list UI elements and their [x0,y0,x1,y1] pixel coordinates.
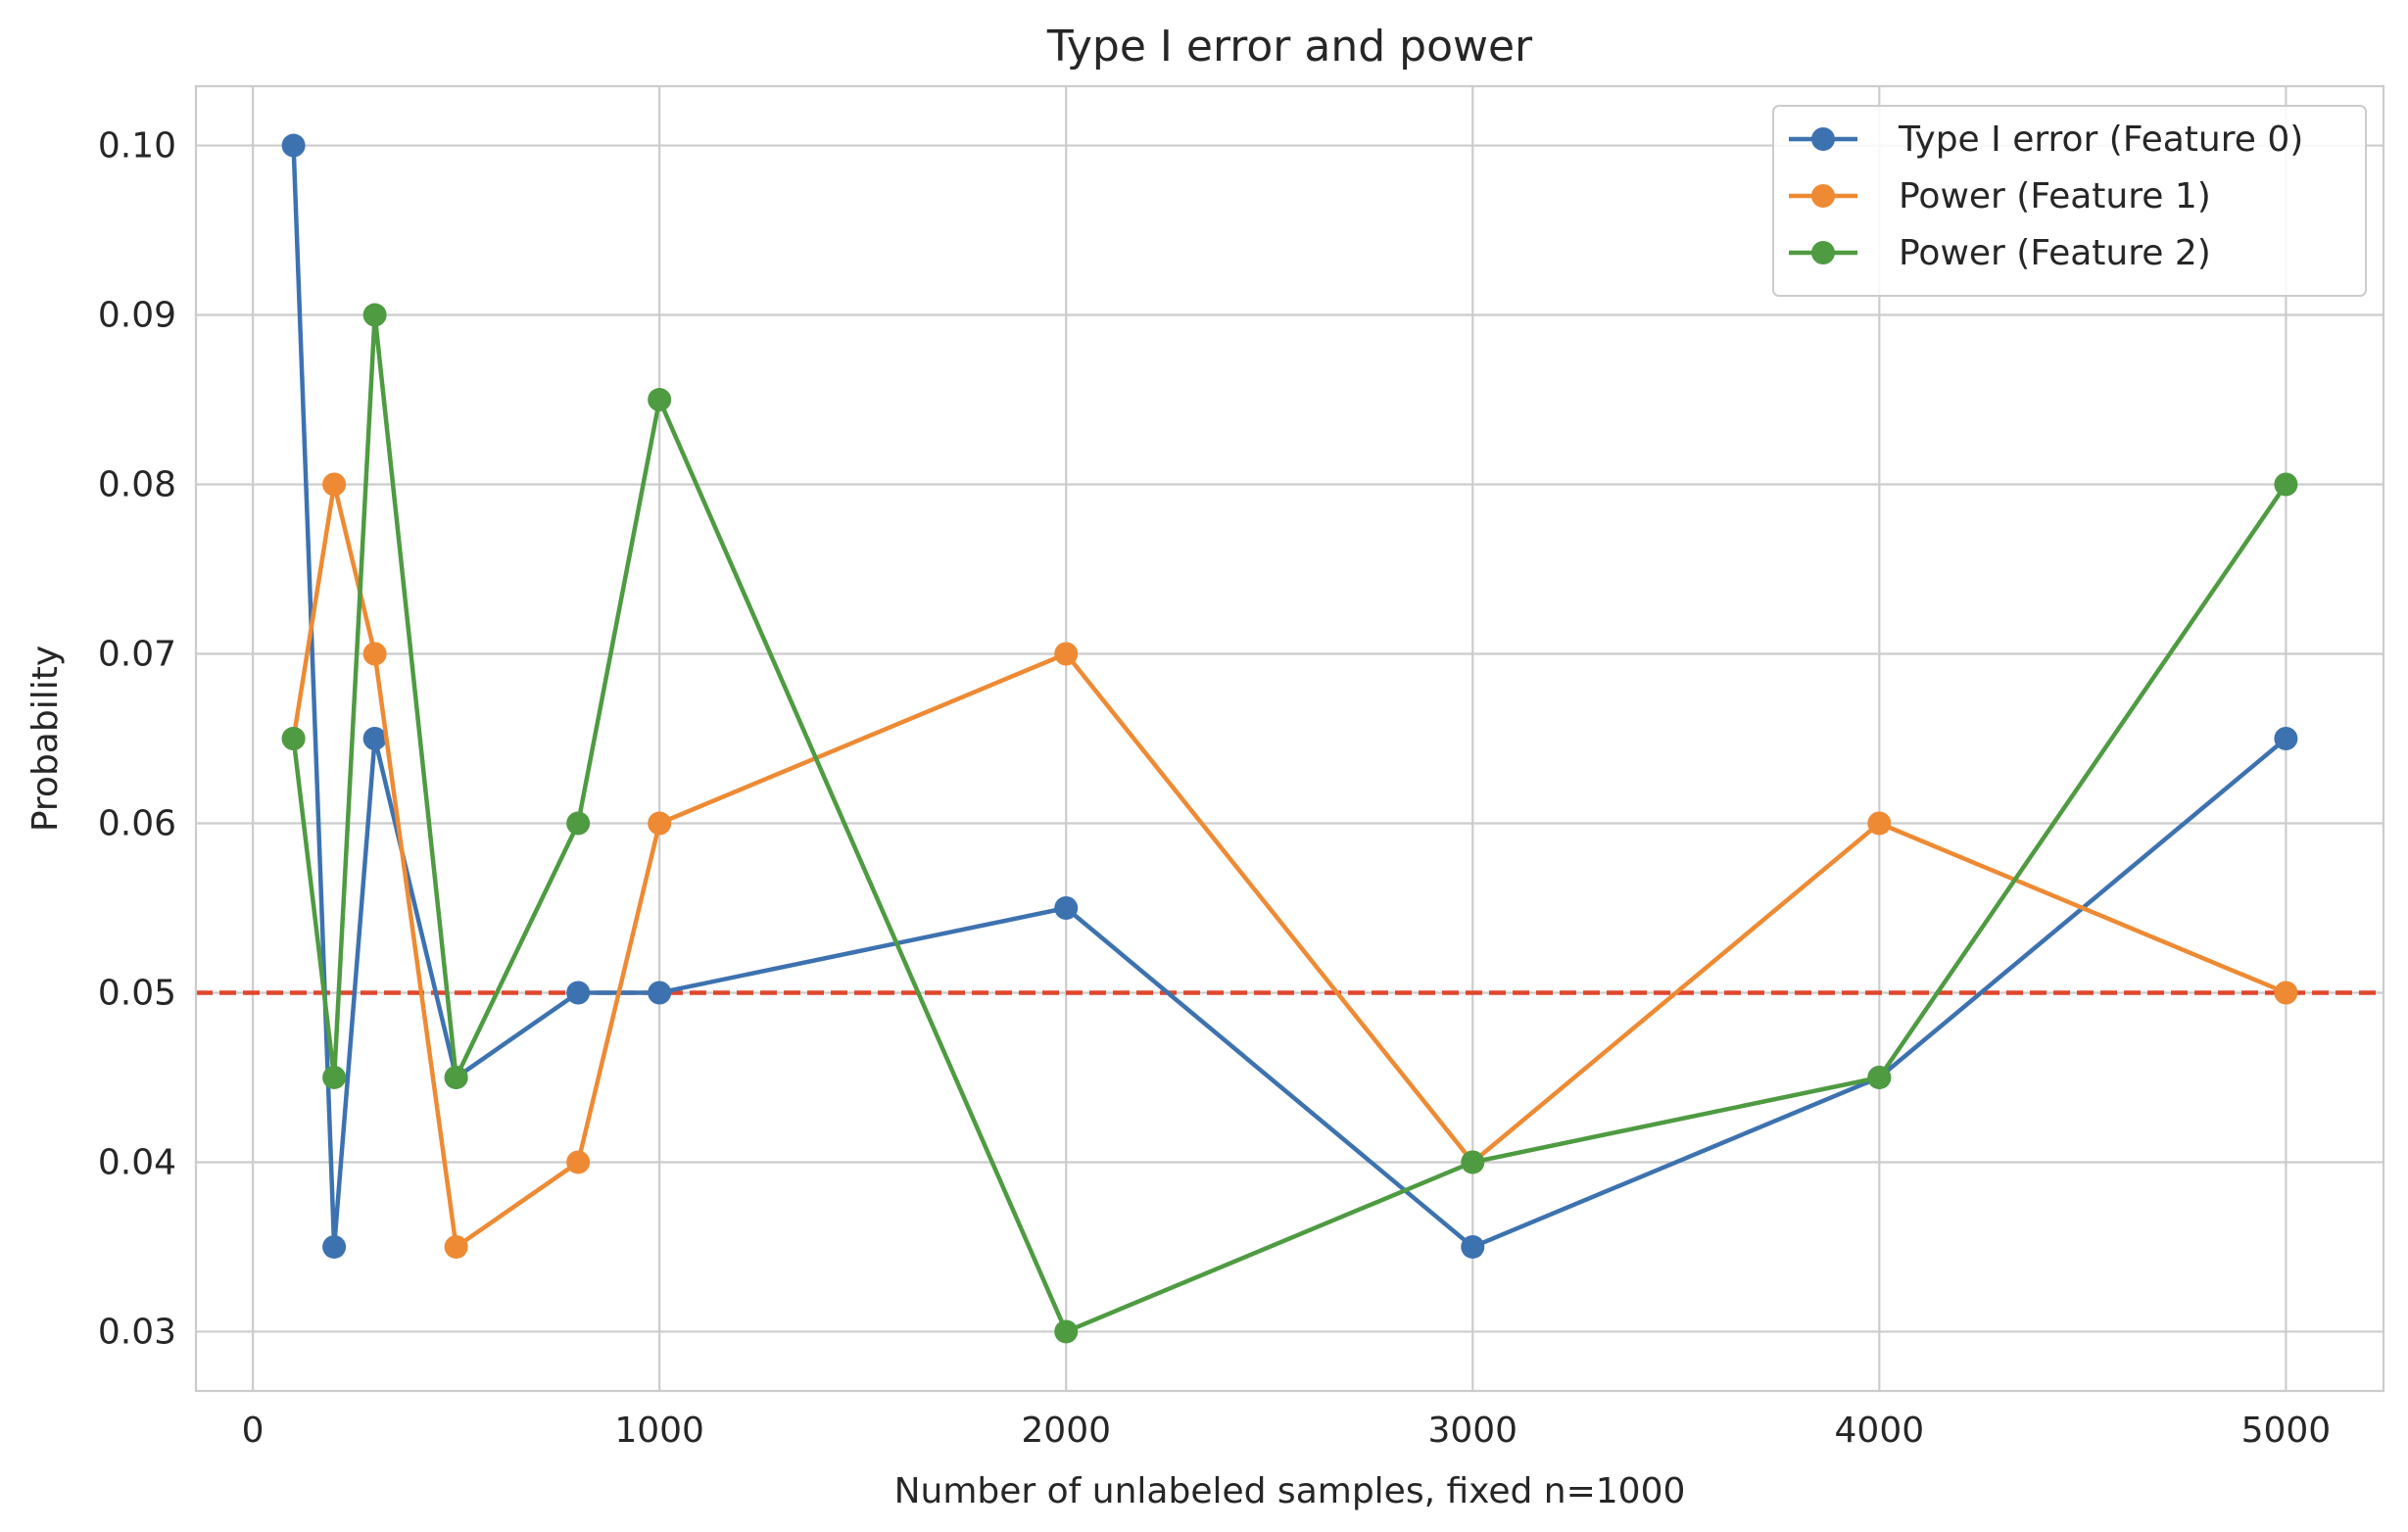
series-power-feature-2 [281,303,2298,1344]
data-point [566,1150,591,1174]
data-point [322,472,347,497]
x-tick-label: 3000 [1427,1411,1517,1451]
legend-marker [1811,127,1835,151]
y-tick-label: 0.03 [98,1312,176,1352]
data-point [1461,1234,1485,1259]
y-tick-label: 0.06 [98,803,176,843]
tick-labels: 0 1000 2000 3000 4000 5000 0.03 0.04 0.05 0.06 0.0… [98,126,2331,1451]
legend-item-type-i-error-feature-0: Type I error (Feature 0) [1789,120,2303,160]
legend-label: Power (Feature 2) [1899,233,2211,273]
x-tick-label: 0 [242,1411,265,1451]
legend-item-power-feature-1: Power (Feature 1) [1789,176,2211,216]
data-point [2274,472,2298,497]
y-tick-label: 0.04 [98,1142,176,1182]
y-tick-label: 0.09 [98,296,176,336]
data-point [322,1065,347,1089]
series-group [281,133,2298,1344]
y-tick-label: 0.07 [98,635,176,675]
data-point [1867,1065,1892,1089]
data-point [648,388,672,412]
data-point [2274,727,2298,750]
x-axis-label: Number of unlabeled samples, fixed n=100… [894,1471,1686,1511]
legend-item-power-feature-2: Power (Feature 2) [1789,233,2211,273]
legend-label: Power (Feature 1) [1899,176,2211,216]
data-point [1054,642,1079,666]
data-point [362,303,387,327]
data-point [1867,811,1892,836]
x-tick-label: 2000 [1021,1411,1111,1451]
legend-items: Type I error (Feature 0) Power (Feature 1… [1789,120,2303,273]
legend: Type I error (Feature 0) Power (Feature 1… [1772,105,2367,297]
data-point [362,642,387,666]
data-point [281,133,306,158]
series-line [291,312,2288,1334]
data-point [444,1065,468,1089]
data-point [648,811,672,836]
y-tick-label: 0.05 [98,973,176,1013]
data-point [1054,895,1079,920]
y-axis-label: Probability [25,646,66,832]
data-point [362,727,387,750]
legend-marker [1811,241,1835,264]
data-point [1054,1319,1079,1344]
x-tick-label: 1000 [614,1411,704,1451]
data-point [1461,1150,1485,1174]
data-point [281,727,306,750]
plot-frame [194,84,2385,1393]
data-point [566,811,591,836]
data-point [2274,981,2298,1005]
data-point [566,981,591,1005]
data-point [444,1234,468,1259]
x-tick-label: 5000 [2241,1411,2332,1451]
y-tick-label: 0.10 [98,126,176,167]
legend-box [1772,105,2367,297]
x-tick-label: 4000 [1835,1411,1925,1451]
data-point [648,981,672,1005]
y-tick-label: 0.08 [98,465,176,505]
chart-title: Type I error and power [1046,22,1533,72]
data-point [322,1234,347,1259]
legend-marker [1811,184,1835,208]
series-line [291,482,2288,1250]
legend-label: Type I error (Feature 0) [1898,120,2303,160]
